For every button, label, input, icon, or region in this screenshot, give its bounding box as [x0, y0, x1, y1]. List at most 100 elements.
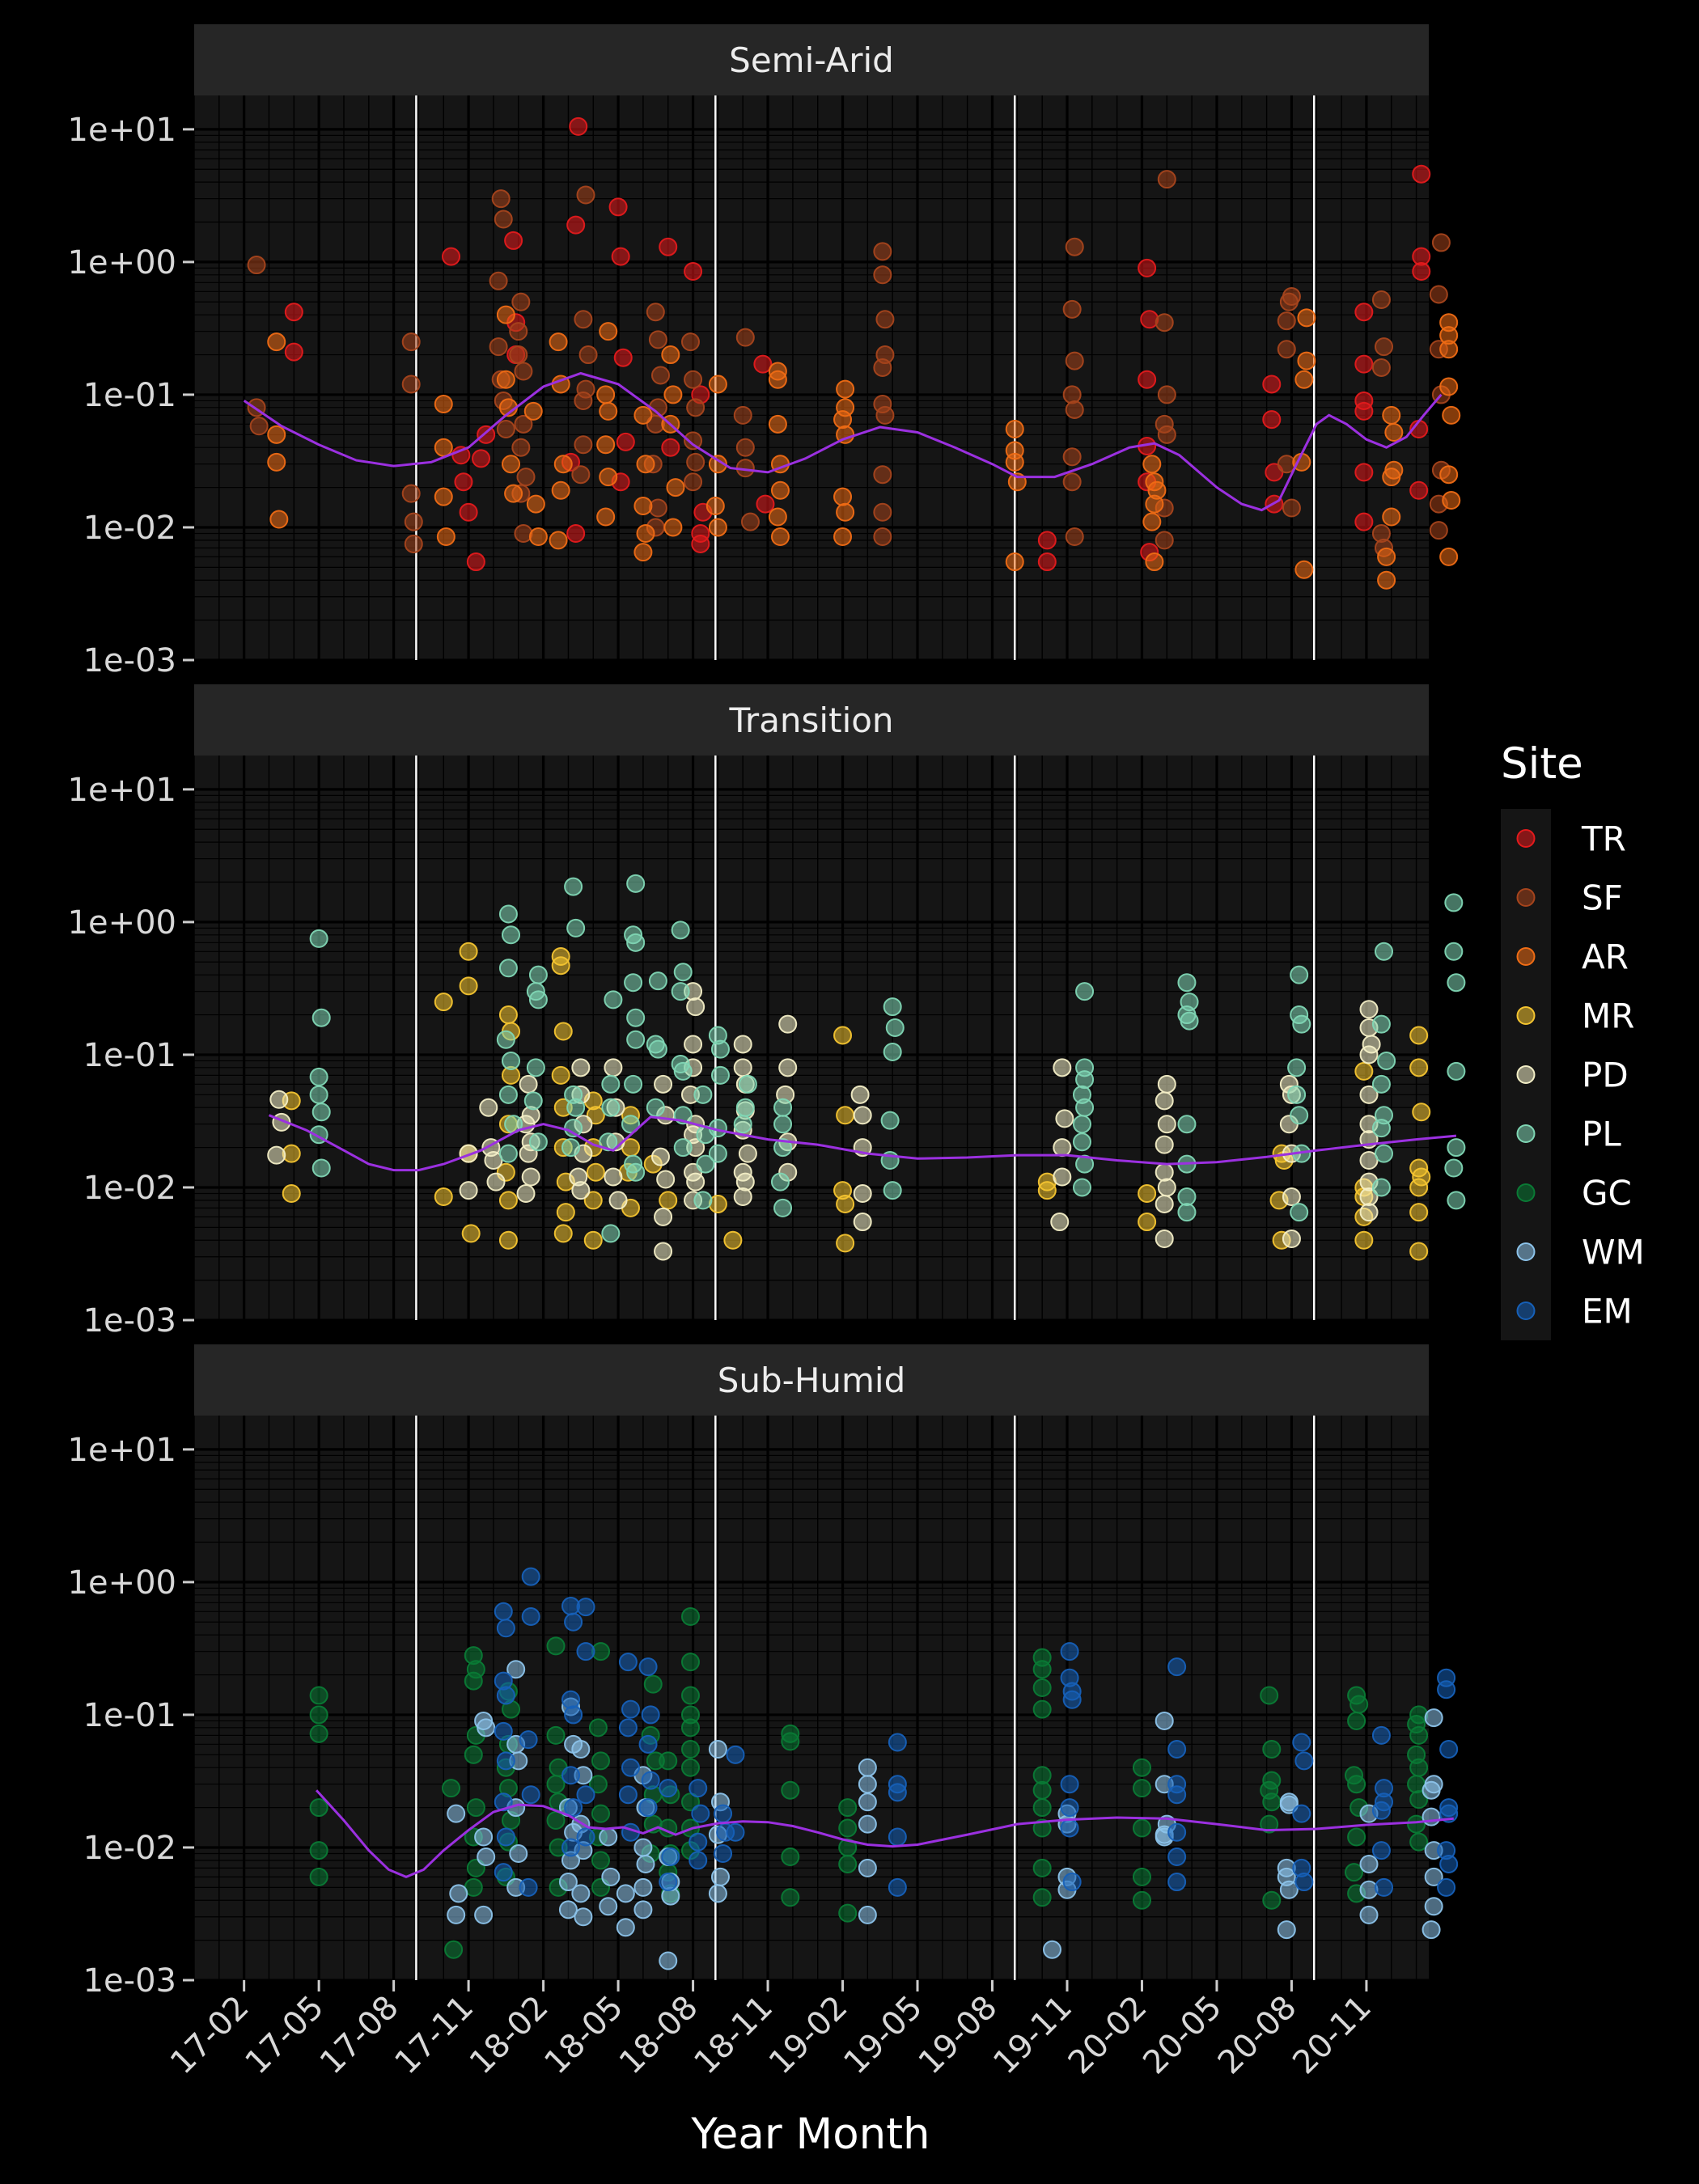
data-point: [684, 1035, 703, 1054]
data-point: [1447, 1138, 1466, 1158]
data-point: [1412, 164, 1431, 184]
data-point: [853, 1106, 872, 1125]
data-point: [558, 1900, 578, 1919]
data-point: [546, 1725, 566, 1745]
data-point: [1065, 351, 1084, 370]
data-point: [311, 1158, 331, 1178]
data-point: [1377, 1051, 1396, 1070]
data-point: [571, 1058, 591, 1077]
data-point: [1421, 1807, 1441, 1826]
facet-strip-label: Semi-Arid: [729, 40, 894, 80]
data-point: [576, 1785, 595, 1805]
data-point: [654, 1207, 673, 1226]
data-point: [618, 1653, 638, 1672]
data-point: [434, 438, 453, 457]
data-point: [1371, 1725, 1391, 1745]
data-point: [1377, 570, 1396, 590]
data-point: [1347, 1775, 1366, 1794]
data-point: [1277, 340, 1296, 359]
data-point: [551, 480, 570, 500]
data-point: [494, 1602, 513, 1621]
data-point: [648, 971, 667, 991]
data-point: [604, 1058, 623, 1077]
data-point: [496, 1686, 515, 1705]
data-point: [733, 405, 752, 425]
data-point: [566, 918, 586, 938]
data-point: [586, 1106, 605, 1125]
data-point: [1145, 494, 1164, 514]
data-point: [773, 1138, 793, 1158]
data-point: [1354, 303, 1374, 322]
data-point: [1442, 405, 1461, 425]
data-point: [1167, 1740, 1187, 1759]
data-point: [1262, 1792, 1282, 1812]
data-point: [1409, 1790, 1429, 1809]
data-point: [1065, 527, 1084, 547]
data-point: [710, 1065, 730, 1085]
data-point: [459, 976, 478, 996]
data-point: [569, 116, 588, 136]
data-point: [401, 375, 421, 394]
data-point: [519, 1730, 538, 1750]
data-point: [247, 256, 266, 275]
data-point: [641, 1771, 660, 1790]
facet-strip: [194, 24, 1429, 95]
data-point: [691, 534, 710, 553]
data-point: [684, 431, 703, 451]
data-point: [434, 395, 453, 414]
data-point: [502, 925, 521, 945]
data-point: [1157, 1178, 1176, 1197]
data-point: [1439, 340, 1459, 359]
data-point: [309, 1724, 328, 1743]
data-point: [591, 1804, 611, 1823]
data-point: [618, 1785, 638, 1805]
data-point: [601, 1224, 621, 1243]
data-point: [509, 1843, 528, 1863]
data-point: [708, 1884, 727, 1903]
data-point: [1384, 423, 1404, 442]
data-point: [561, 1838, 581, 1857]
data-point: [472, 449, 491, 468]
data-point: [549, 531, 568, 550]
data-point: [1359, 1880, 1379, 1899]
data-point: [641, 1705, 660, 1725]
data-point: [883, 1042, 902, 1061]
legend-key-wm: [1516, 1242, 1536, 1261]
data-point: [1053, 1138, 1072, 1158]
data-point: [1429, 521, 1448, 540]
data-point: [1371, 1178, 1391, 1197]
data-point: [496, 420, 515, 439]
data-point: [309, 929, 328, 948]
data-point: [583, 1230, 603, 1250]
data-point: [1075, 982, 1095, 1001]
data-point: [434, 993, 453, 1012]
y-tick-label: 1e+01: [68, 112, 176, 149]
legend-label-wm: WM: [1582, 1233, 1645, 1272]
data-point: [875, 405, 895, 425]
data-point: [546, 1636, 566, 1656]
data-point: [888, 1783, 907, 1802]
data-point: [556, 1203, 575, 1222]
data-point: [1065, 237, 1084, 256]
data-point: [1407, 1814, 1426, 1834]
data-point: [514, 362, 533, 381]
data-point: [686, 452, 705, 472]
data-point: [1032, 1888, 1052, 1907]
data-point: [1262, 1890, 1282, 1910]
data-point: [833, 527, 853, 547]
data-point: [311, 1008, 331, 1027]
data-point: [873, 465, 892, 485]
data-point: [249, 417, 269, 436]
panel-background: [194, 756, 1429, 1320]
data-point: [521, 1785, 540, 1805]
data-point: [1371, 290, 1391, 309]
data-point: [1053, 1167, 1072, 1187]
data-point: [1032, 1818, 1052, 1838]
data-point: [309, 1686, 328, 1705]
data-point: [1409, 1178, 1429, 1197]
data-point: [833, 410, 853, 430]
data-point: [770, 1172, 790, 1191]
data-point: [1292, 1804, 1311, 1823]
data-point: [616, 1884, 635, 1903]
panel-background: [194, 1416, 1429, 1980]
